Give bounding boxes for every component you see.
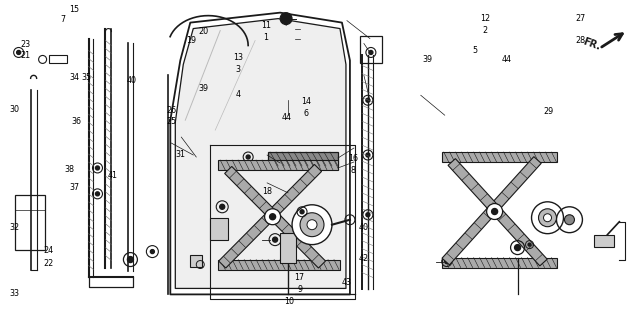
Circle shape (538, 209, 557, 227)
Text: 39: 39 (198, 84, 209, 93)
Text: 37: 37 (69, 183, 79, 192)
Text: 10: 10 (284, 297, 294, 306)
Circle shape (17, 51, 20, 54)
Polygon shape (442, 157, 541, 265)
Circle shape (246, 155, 250, 159)
Text: 44: 44 (282, 112, 292, 122)
Bar (442, 258, 557, 268)
Polygon shape (219, 164, 321, 268)
Circle shape (95, 192, 99, 196)
Circle shape (564, 215, 575, 225)
Circle shape (127, 257, 133, 263)
Text: 14: 14 (301, 98, 311, 106)
Circle shape (269, 214, 276, 220)
Circle shape (366, 153, 370, 157)
Text: 18: 18 (262, 186, 273, 196)
Text: 4: 4 (236, 90, 241, 99)
Polygon shape (225, 167, 326, 268)
Circle shape (273, 237, 278, 242)
Bar (595, 235, 614, 246)
Text: 13: 13 (233, 53, 243, 63)
Text: 20: 20 (198, 27, 209, 36)
Text: 9: 9 (297, 285, 302, 294)
Polygon shape (448, 159, 547, 266)
Text: 32: 32 (10, 223, 20, 232)
Circle shape (515, 245, 520, 251)
Bar (280, 233, 296, 263)
Circle shape (150, 250, 154, 253)
Text: 25: 25 (166, 117, 177, 126)
Circle shape (369, 51, 373, 54)
Text: 3: 3 (236, 65, 241, 74)
Bar (49, 55, 67, 64)
Text: 41: 41 (108, 171, 118, 180)
Text: 15: 15 (69, 5, 79, 14)
Text: FR.: FR. (581, 37, 602, 52)
Text: 44: 44 (502, 55, 511, 64)
Text: 7: 7 (61, 15, 66, 24)
Circle shape (486, 204, 502, 220)
Bar (268, 152, 338, 166)
Bar (210, 218, 228, 240)
Text: 19: 19 (186, 36, 196, 46)
Text: 27: 27 (575, 15, 586, 23)
Text: 26: 26 (167, 106, 177, 115)
Bar (442, 152, 557, 162)
Circle shape (532, 202, 563, 234)
Text: 36: 36 (71, 117, 81, 126)
Polygon shape (175, 19, 346, 289)
Text: 35: 35 (82, 73, 92, 82)
Text: 12: 12 (480, 15, 490, 23)
Text: 28: 28 (575, 35, 586, 45)
Circle shape (220, 204, 225, 209)
Text: 42: 42 (358, 254, 369, 263)
Circle shape (492, 209, 498, 215)
Text: 39: 39 (422, 55, 433, 64)
Text: 22: 22 (44, 259, 54, 268)
Text: 40: 40 (127, 76, 136, 85)
Circle shape (300, 210, 304, 214)
Text: 21: 21 (20, 51, 30, 60)
Text: 24: 24 (44, 246, 54, 255)
Circle shape (124, 252, 138, 266)
Circle shape (292, 205, 332, 245)
Text: 17: 17 (294, 273, 305, 282)
Circle shape (366, 98, 370, 102)
Circle shape (528, 243, 531, 246)
Text: 34: 34 (69, 73, 79, 82)
Text: 29: 29 (543, 107, 554, 116)
Text: 5: 5 (472, 46, 477, 55)
Text: 11: 11 (260, 21, 271, 30)
Circle shape (95, 166, 99, 170)
Bar (218, 160, 338, 170)
Circle shape (445, 259, 449, 264)
Text: 40: 40 (358, 223, 369, 232)
Text: 23: 23 (20, 40, 30, 49)
Text: 31: 31 (176, 150, 186, 159)
Circle shape (366, 213, 370, 217)
Circle shape (307, 220, 317, 230)
Circle shape (300, 213, 324, 237)
Text: 33: 33 (10, 289, 20, 298)
Bar (15, 195, 45, 250)
Bar (218, 259, 340, 270)
Bar (360, 35, 382, 64)
Bar (190, 255, 202, 266)
Text: 43: 43 (342, 278, 352, 287)
Text: 16: 16 (348, 154, 358, 163)
Text: 2: 2 (482, 26, 487, 35)
Circle shape (543, 214, 552, 222)
Text: 1: 1 (263, 33, 268, 42)
Circle shape (280, 13, 292, 25)
Circle shape (264, 209, 280, 225)
Text: 6: 6 (303, 109, 308, 118)
Text: 30: 30 (10, 105, 20, 114)
Text: 38: 38 (65, 165, 75, 173)
Text: 8: 8 (351, 166, 356, 175)
